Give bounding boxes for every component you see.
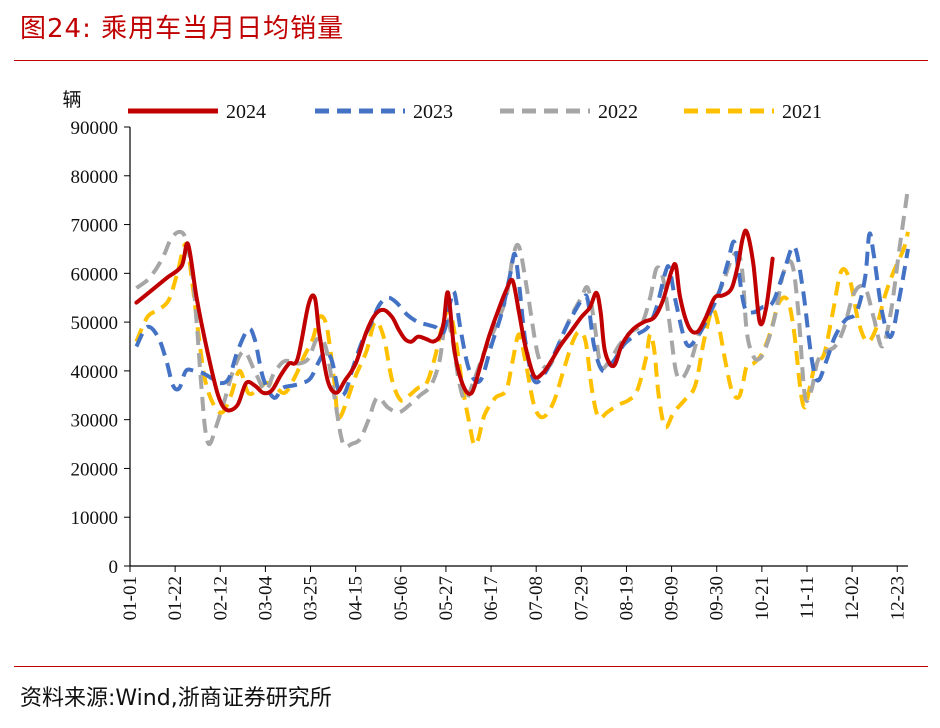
y-tick-label: 40000 bbox=[71, 362, 119, 383]
y-tick-label: 20000 bbox=[71, 459, 119, 480]
figure-title: 图24: 乘用车当月日均销量 bbox=[20, 14, 345, 44]
x-tick-label: 03-25 bbox=[301, 576, 322, 620]
x-tick-label: 05-06 bbox=[391, 576, 412, 620]
y-axis-unit-label: 辆 bbox=[62, 89, 81, 111]
y-tick-label: 50000 bbox=[71, 313, 119, 334]
x-tick-label: 11-11 bbox=[797, 576, 818, 619]
x-tick-label: 08-19 bbox=[616, 576, 637, 620]
legend-label-2024: 2024 bbox=[226, 101, 266, 123]
x-tick-label: 04-15 bbox=[346, 576, 367, 620]
line-chart: 0 10000 20000 30000 40000 50000 60000 70000 8000… bbox=[62, 89, 910, 620]
x-tick-label: 02-12 bbox=[210, 576, 231, 620]
y-tick-label: 80000 bbox=[71, 167, 119, 188]
y-tick-label: 90000 bbox=[71, 118, 119, 139]
x-tick-label: 06-17 bbox=[481, 576, 502, 620]
legend-label-2023: 2023 bbox=[413, 101, 453, 123]
chart-legend: 2024 2023 2022 2021 bbox=[128, 101, 822, 123]
y-tick-label: 70000 bbox=[71, 216, 119, 237]
source-divider bbox=[14, 666, 928, 667]
x-tick-label: 01-01 bbox=[120, 576, 141, 620]
y-tick-label: 0 bbox=[109, 557, 119, 578]
x-tick-label: 10-21 bbox=[752, 576, 773, 620]
source-note: 资料来源:Wind,浙商证券研究所 bbox=[20, 686, 332, 711]
series-line-2021 bbox=[134, 231, 910, 448]
x-tick-label: 12-23 bbox=[887, 576, 908, 620]
x-tick-label: 12-02 bbox=[842, 576, 863, 620]
y-tick-label: 30000 bbox=[71, 411, 119, 432]
series-line-2024 bbox=[134, 228, 775, 413]
x-tick-label: 09-09 bbox=[662, 576, 683, 620]
chart-axes: 0 10000 20000 30000 40000 50000 60000 70000 8000… bbox=[62, 89, 908, 620]
y-tick-label: 60000 bbox=[71, 264, 119, 285]
series-layer bbox=[134, 187, 910, 449]
x-tick-label: 03-04 bbox=[255, 576, 276, 621]
x-tick-label: 09-30 bbox=[707, 576, 728, 620]
legend-label-2021: 2021 bbox=[782, 101, 822, 123]
x-tick-label: 05-27 bbox=[436, 576, 457, 620]
x-tick-label: 07-29 bbox=[571, 576, 592, 620]
x-tick-label: 01-22 bbox=[165, 576, 186, 620]
x-tick-label: 07-08 bbox=[526, 576, 547, 620]
y-tick-label: 10000 bbox=[71, 508, 119, 529]
series-line-2023 bbox=[134, 231, 910, 400]
legend-label-2022: 2022 bbox=[598, 101, 638, 123]
title-divider bbox=[14, 60, 928, 61]
